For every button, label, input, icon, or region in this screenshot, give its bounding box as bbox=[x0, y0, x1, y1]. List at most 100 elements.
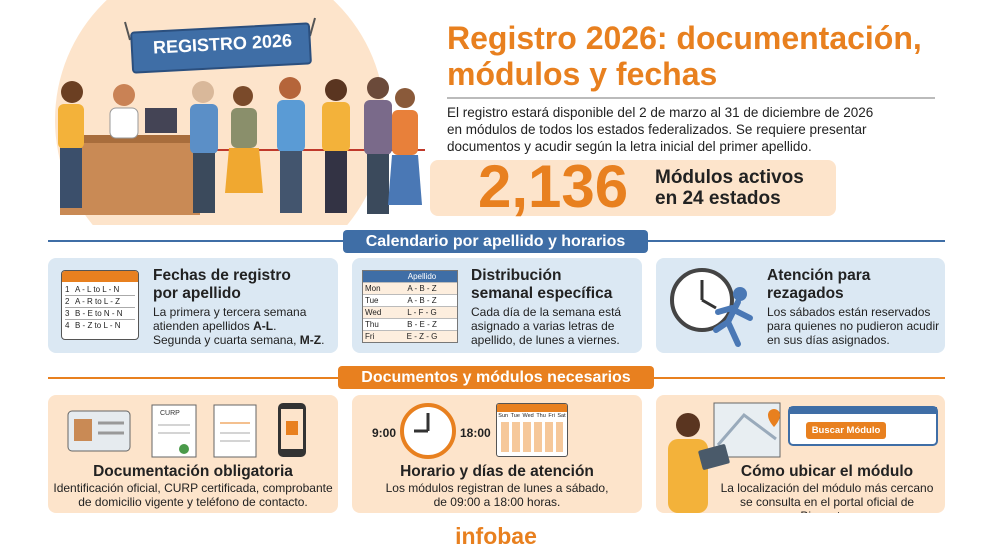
table-day: Mon bbox=[365, 284, 381, 293]
calendar-icon: 1 A - L to L - N 2 A - R to L - Z 3 B - E t… bbox=[61, 270, 139, 340]
card-title-line: Fechas de registro bbox=[153, 267, 291, 284]
table-letters: B - E - Z bbox=[407, 320, 437, 329]
list-row: 1 A - L to L - N bbox=[65, 284, 135, 296]
table-day: Tue bbox=[365, 296, 379, 305]
body-text: atienden apellidos bbox=[153, 319, 254, 333]
weekday: Sat bbox=[557, 413, 566, 419]
clock-icon bbox=[400, 403, 456, 459]
weekday: Sun bbox=[498, 413, 509, 419]
body-bold: A-L bbox=[253, 319, 274, 333]
list-row: 3 B - E to N - N bbox=[65, 308, 135, 320]
title: Registro 2026: documentación, módulos y … bbox=[447, 20, 922, 92]
body-line: La primera y tercera semana bbox=[153, 305, 307, 319]
card-title: Cómo ubicar el módulo bbox=[740, 463, 914, 480]
table-row: Fri E - Z - G bbox=[363, 330, 457, 342]
body-line: Segunda y cuarta semana, M-Z. bbox=[153, 333, 324, 347]
card-body: Los sábados están reservados para quiene… bbox=[767, 305, 939, 347]
body-line: de 09:00 a 18:00 horas. bbox=[433, 495, 561, 509]
intro-line: documentos y acudir según la letra inici… bbox=[447, 139, 812, 154]
body-line: Los módulos registran de lunes a sábado, bbox=[385, 481, 609, 495]
table-letters: L - F - G bbox=[407, 308, 437, 317]
list-num: 2 bbox=[65, 297, 70, 306]
body-bold: M-Z bbox=[299, 333, 322, 347]
card: CURP Documentación obligatoria Identific… bbox=[48, 395, 338, 513]
divider bbox=[447, 97, 935, 99]
week-table: Apellido Mon A - B - Z Tue A - B - Z Wed L … bbox=[362, 270, 458, 343]
list-row: 2 A - R to L - Z bbox=[65, 296, 135, 308]
card-body: La primera y tercera semana atienden ape… bbox=[153, 305, 324, 347]
people bbox=[58, 77, 422, 214]
body-line: apellido, de lunes a viernes. bbox=[471, 333, 620, 347]
card: Apellido Mon A - B - Z Tue A - B - Z Wed L … bbox=[352, 258, 642, 353]
weekday: Wed bbox=[522, 413, 534, 419]
body-text: . bbox=[273, 319, 277, 333]
card-title-line: semanal específica bbox=[471, 285, 613, 302]
card: Buscar Módulo Cómo ubicar el módulo La l… bbox=[656, 395, 945, 513]
card: 9:00 18:00 Sun Tue Wed Thu Fri Sat Horario y … bbox=[352, 395, 642, 513]
body-text: Segunda y cuarta semana, bbox=[153, 333, 300, 347]
body-line: Cada día de la semana está bbox=[471, 305, 622, 319]
search-button: Buscar Módulo bbox=[811, 425, 881, 436]
intro: El registro estará disponible del 2 de m… bbox=[447, 104, 873, 155]
weekday: Fri bbox=[548, 413, 555, 419]
card-title: Fechas de registro por apellido bbox=[153, 267, 291, 303]
table-day: Thu bbox=[365, 320, 379, 329]
body-line: se consulta en el portal oficial de Bien… bbox=[739, 495, 915, 513]
table-row: Thu B - E - Z bbox=[363, 318, 457, 330]
footer-logo: infobae bbox=[455, 523, 537, 549]
card-body: Cada día de la semana está asignado a va… bbox=[471, 305, 621, 347]
clock-label: 9:00 bbox=[372, 426, 397, 440]
section-title: Calendario por apellido y horarios bbox=[343, 230, 648, 253]
card: 1 A - L to L - N 2 A - R to L - Z 3 B - E t… bbox=[48, 258, 338, 353]
card: Atención para rezagados Los sábados está… bbox=[656, 258, 945, 353]
card-title: Distribución semanal específica bbox=[471, 267, 612, 303]
card-title: Horario y días de atención bbox=[400, 463, 594, 480]
documents-icon bbox=[67, 403, 306, 458]
body-line: Identificación oficial, CURP certificada… bbox=[53, 481, 333, 495]
title-line: módulos y fechas bbox=[447, 56, 718, 92]
body-line: La localización del módulo más cercano bbox=[720, 481, 934, 495]
title-line: Registro 2026: documentación, bbox=[447, 20, 922, 56]
section-title: Documentos y módulos necesarios bbox=[338, 366, 654, 389]
card-body: Identificación oficial, CURP certificada… bbox=[48, 481, 338, 509]
calendar-icon: Sun Tue Wed Thu Fri Sat bbox=[496, 403, 568, 457]
body-line: de domicilio vigente y teléfono de conta… bbox=[78, 495, 308, 509]
table-row: Wed L - F - G bbox=[363, 306, 457, 318]
table-letters: A - B - Z bbox=[407, 296, 437, 305]
stat-label-line: Módulos activos bbox=[655, 167, 804, 188]
card-title-line: Distribución bbox=[471, 267, 562, 284]
intro-line: El registro estará disponible del 2 de m… bbox=[447, 105, 874, 120]
body-line: Los sábados están reservados bbox=[767, 305, 931, 319]
table-day: Wed bbox=[365, 308, 382, 317]
table-row: Mon A - B - Z bbox=[363, 282, 457, 294]
locator-icon bbox=[668, 402, 938, 513]
card-body: La localización del módulo más cercano s… bbox=[712, 481, 942, 513]
card-body: Los módulos registran de lunes a sábado,… bbox=[352, 481, 642, 509]
body-line: asignado a varias letras de bbox=[471, 319, 615, 333]
table-row: Tue A - B - Z bbox=[363, 294, 457, 306]
body-text: . bbox=[321, 333, 325, 347]
table-letters: A - B - Z bbox=[407, 284, 437, 293]
stat-label-line: en 24 estados bbox=[655, 188, 781, 209]
list-range: B - E to N - N bbox=[75, 309, 123, 318]
stat-value: 2,136 bbox=[478, 153, 629, 220]
card-title: Documentación obligatoria bbox=[93, 463, 293, 480]
list-num: 1 bbox=[65, 285, 70, 294]
weekday: Tue bbox=[510, 413, 520, 419]
list-num: 3 bbox=[65, 309, 70, 318]
stat-label: Módulos activos en 24 estados bbox=[655, 167, 804, 209]
list-range: B - Z to L - N bbox=[75, 321, 121, 330]
icon-label: CURP bbox=[160, 410, 180, 417]
card-title-line: rezagados bbox=[767, 285, 844, 302]
list-num: 4 bbox=[65, 321, 70, 330]
list-range: A - R to L - Z bbox=[75, 297, 121, 306]
table-letters: E - Z - G bbox=[406, 332, 438, 341]
table-header: Apellido bbox=[363, 271, 457, 282]
stat-box bbox=[430, 160, 836, 216]
card-title-line: Atención para bbox=[767, 267, 871, 284]
body-line: en sus días asignados. bbox=[767, 333, 890, 347]
body-line: atienden apellidos A-L. bbox=[153, 319, 324, 333]
card-title: Atención para rezagados bbox=[767, 267, 870, 303]
clock-label: 18:00 bbox=[460, 426, 491, 440]
